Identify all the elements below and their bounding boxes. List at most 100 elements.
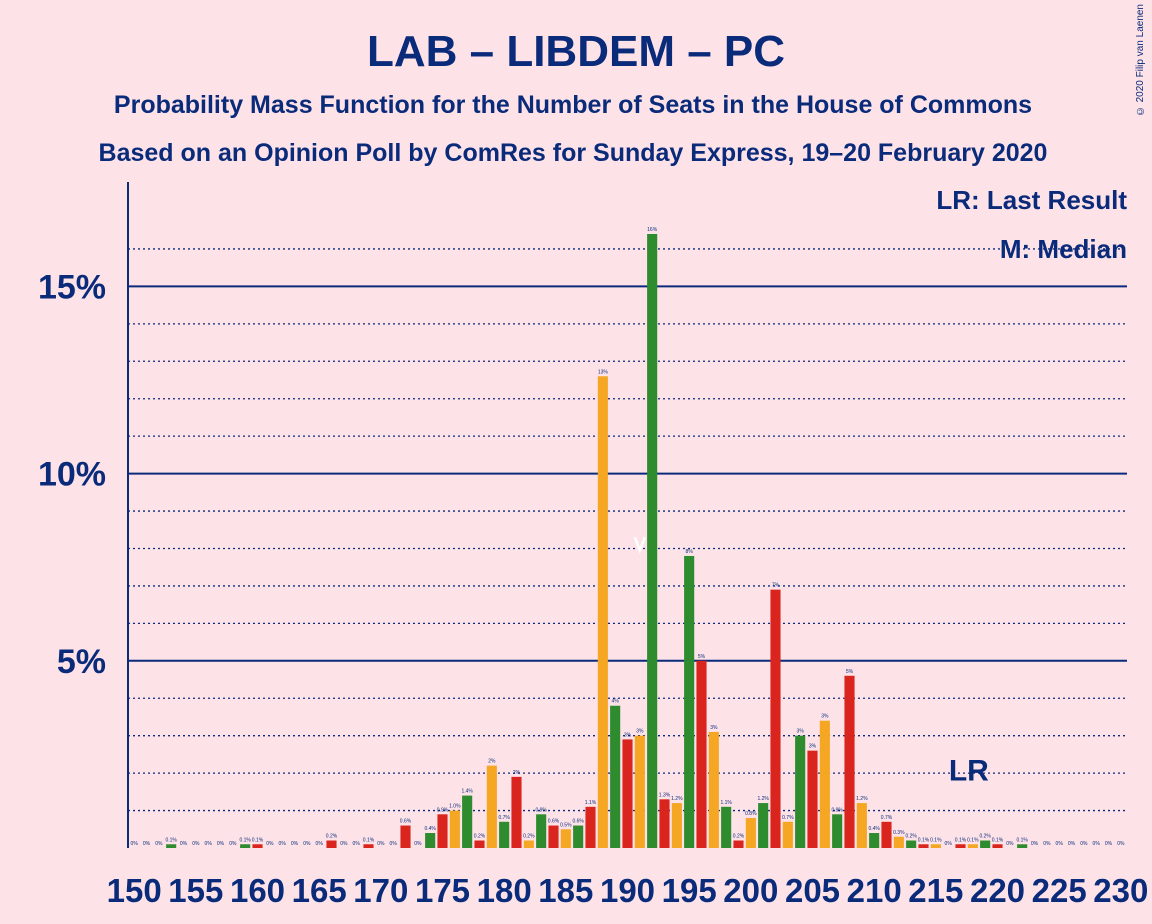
value-label-seat-210: 0.4%: [868, 826, 880, 832]
value-label-seat-228: 0%: [1093, 841, 1101, 847]
bar-seat-159: [240, 844, 251, 848]
bar-seat-215: [930, 844, 941, 848]
bar-seat-183: [536, 814, 547, 848]
value-label-seat-154: 0%: [180, 841, 188, 847]
x-tick-label: 195: [662, 872, 717, 909]
value-label-seat-165: 0%: [316, 841, 324, 847]
x-tick-label: 150: [107, 872, 162, 909]
x-tick-label: 205: [785, 872, 840, 909]
value-label-seat-195: 8%: [686, 549, 694, 555]
bar-seat-213: [906, 840, 917, 848]
bar-seat-175: [437, 814, 448, 848]
bars: 0% 0% 0%0.1%0% 0% 0% 0% 0%0.1% 0.1%0% 0% 0% 0% 0%0.…: [131, 227, 1125, 848]
bar-seat-172: [400, 825, 411, 848]
bar-seat-200: [745, 818, 756, 848]
value-label-seat-180: 0.7%: [498, 815, 510, 821]
bar-seat-220: [992, 844, 1003, 848]
bar-seat-184: [548, 825, 559, 848]
value-label-seat-220: 0.1%: [992, 837, 1004, 843]
x-tick-label: 225: [1032, 872, 1087, 909]
value-label-seat-187: 1.1%: [585, 800, 597, 806]
value-label-seat-200: 0.8%: [745, 811, 757, 817]
value-label-seat-153: 0.1%: [165, 837, 177, 843]
bar-seat-182: [523, 840, 534, 848]
bar-seat-194: [671, 803, 682, 848]
value-label-seat-186: 0.6%: [572, 819, 584, 825]
bar-seat-204: [795, 735, 806, 848]
bar-seat-202: [770, 589, 781, 848]
chart-subtitle-poll: Based on an Opinion Poll by ComRes for S…: [99, 139, 1048, 167]
bar-seat-209: [856, 803, 867, 848]
bar-seat-203: [782, 821, 793, 848]
bar-seat-198: [721, 806, 732, 848]
value-label-seat-197: 3%: [710, 725, 718, 731]
value-label-seat-173: 0%: [414, 841, 422, 847]
value-label-seat-223: 0%: [1031, 841, 1039, 847]
bar-seat-186: [573, 825, 584, 848]
chart-subtitle: Probability Mass Function for the Number…: [114, 91, 1032, 119]
value-label-seat-218: 0.1%: [967, 837, 979, 843]
x-tick-label: 165: [292, 872, 347, 909]
bar-seat-219: [980, 840, 991, 848]
value-label-seat-155: 0%: [192, 841, 200, 847]
value-label-seat-209: 1.2%: [856, 796, 868, 802]
y-tick-label: 10%: [38, 456, 106, 494]
y-tick-label: 15%: [38, 268, 106, 306]
value-label-seat-222: 0.1%: [1016, 837, 1028, 843]
value-label-seat-162: 0%: [279, 841, 287, 847]
value-label-seat-214: 0.1%: [918, 837, 930, 843]
bar-seat-153: [166, 844, 177, 848]
bar-seat-174: [425, 833, 436, 848]
value-label-seat-177: 1.4%: [461, 789, 473, 795]
x-tick-label: 155: [168, 872, 223, 909]
value-label-seat-188: 13%: [598, 369, 609, 375]
value-label-seat-156: 0%: [205, 841, 213, 847]
x-tick-label: 210: [847, 872, 902, 909]
bar-seat-196: [696, 660, 707, 848]
bar-seat-180: [499, 821, 510, 848]
bar-seat-206: [819, 720, 830, 848]
axes: 5%10%15%150 155 160 165 170 175 180 185 190 195 20…: [38, 182, 1148, 909]
bar-seat-201: [758, 803, 769, 848]
x-tick-label: 175: [415, 872, 470, 909]
gridlines: [128, 248, 1127, 812]
value-label-seat-211: 0.7%: [881, 815, 893, 821]
value-label-seat-198: 1.1%: [720, 800, 732, 806]
x-tick-label: 170: [353, 872, 408, 909]
value-label-seat-158: 0%: [229, 841, 237, 847]
value-label-seat-193: 1.3%: [659, 792, 671, 798]
bar-seat-211: [881, 821, 892, 848]
bar-seat-205: [807, 750, 818, 848]
value-label-seat-189: 4%: [612, 699, 620, 705]
value-label-seat-203: 0.7%: [782, 815, 794, 821]
value-label-seat-176: 1.0%: [449, 804, 461, 810]
value-label-seat-226: 0%: [1068, 841, 1076, 847]
legend-median: M: Median: [1000, 234, 1127, 264]
value-label-seat-185: 0.5%: [560, 822, 572, 828]
bar-seat-218: [967, 844, 978, 848]
value-label-seat-172: 0.6%: [400, 819, 412, 825]
value-label-seat-192: 16%: [647, 227, 658, 233]
y-tick-label: 5%: [57, 643, 106, 681]
value-label-seat-168: 0%: [353, 841, 361, 847]
value-label-seat-159: 0.1%: [239, 837, 251, 843]
x-tick-label: 185: [538, 872, 593, 909]
value-label-seat-167: 0%: [340, 841, 348, 847]
x-tick-label: 180: [477, 872, 532, 909]
value-label-seat-179: 2%: [488, 759, 496, 765]
value-label-seat-184: 0.6%: [548, 819, 560, 825]
value-label-seat-151: 0%: [143, 841, 151, 847]
median-marker: [633, 536, 647, 554]
value-label-seat-182: 0.2%: [523, 834, 535, 840]
bar-seat-210: [869, 833, 880, 848]
value-label-seat-152: 0%: [155, 841, 163, 847]
value-label-seat-160: 0.1%: [252, 837, 264, 843]
value-label-seat-190: 3%: [624, 732, 632, 738]
value-label-seat-171: 0%: [390, 841, 398, 847]
bar-seat-179: [486, 765, 497, 848]
value-label-seat-191: 3%: [636, 729, 644, 735]
value-label-seat-174: 0.4%: [424, 826, 436, 832]
bar-seat-208: [844, 675, 855, 848]
bar-seat-188: [597, 376, 608, 848]
